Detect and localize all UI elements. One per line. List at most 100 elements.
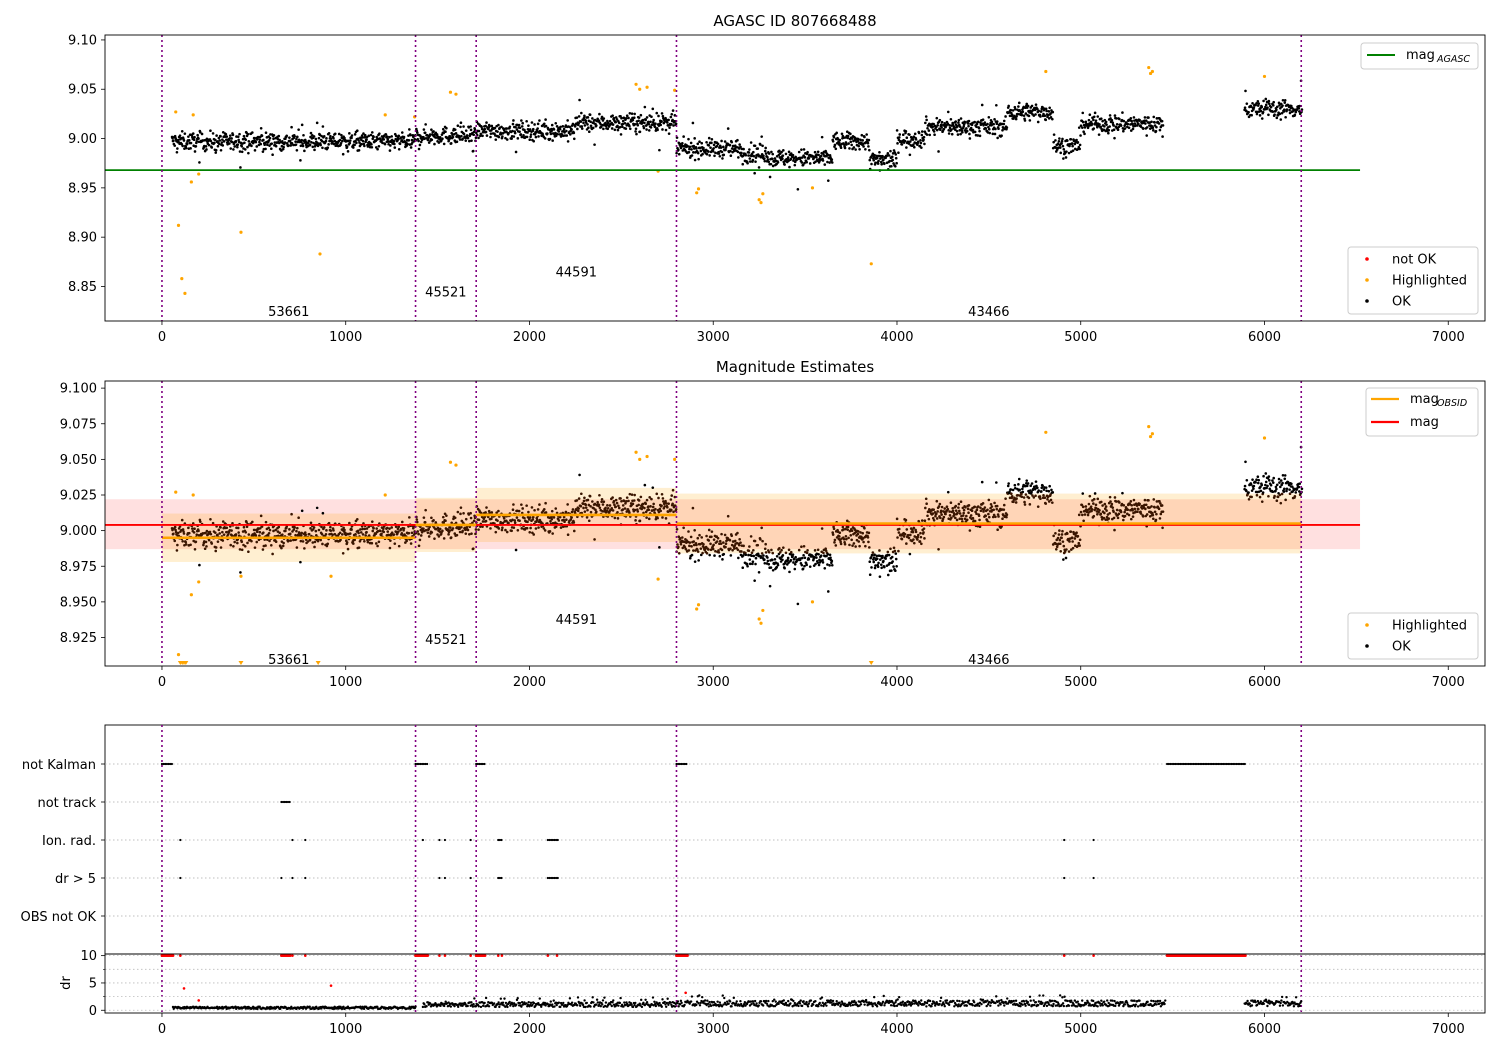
ok-point [370,145,374,149]
ok-point [374,146,378,149]
top-axes-frame [104,34,1486,322]
ok-point [1108,511,1111,515]
ok-point [1123,514,1127,518]
ok-point [1119,510,1123,514]
highlighted-point [197,172,201,176]
ok-point [986,122,989,126]
ok-point [1298,104,1302,108]
ok-point [696,548,699,551]
ok-point [833,538,837,542]
ok-point [766,155,769,159]
ok-point [481,525,484,528]
ok-point [1017,483,1020,486]
ok-point [871,551,875,554]
ok-point [187,139,191,142]
ok-point [193,150,197,153]
ok-point [1114,500,1118,503]
ok-point [700,536,704,539]
ok-point [616,124,619,128]
ok-point [784,551,788,555]
ok-point [931,125,935,129]
ok-point [445,514,448,517]
ok-point [210,146,214,149]
ok-point [222,533,226,536]
middle-x-tick-label: 7000 [1432,675,1465,690]
ok-point [549,132,553,136]
ok-point [716,536,720,540]
ok-point [611,123,615,126]
ok-point [1094,503,1098,507]
ok-point [616,510,619,514]
ok-point [1081,513,1084,517]
ok-point [207,143,211,147]
ok-point [614,498,618,502]
ok-point [1297,490,1301,493]
ok-point [723,140,727,143]
ok-point [458,530,462,534]
ok-point [363,527,367,531]
ok-point [176,138,180,142]
ok-point [1056,142,1060,146]
ok-point [970,509,974,513]
ok-point [820,135,824,139]
ok-point [1290,104,1293,108]
ok-point [288,532,292,536]
ok-point [246,145,249,149]
middle-y-tick-label: 9.075 [60,417,97,432]
ok-point [345,541,349,544]
ok-point [1119,124,1123,127]
ok-point [546,132,549,135]
ok-point [693,137,696,140]
ok-point [1271,110,1275,113]
ok-point [295,137,298,141]
ok-point [896,142,899,145]
ok-point [453,516,457,520]
top-y-tick-label: 8.95 [68,181,97,196]
ok-point [739,541,742,544]
ok-point [285,141,289,145]
ok-point [464,532,468,535]
ok-point [894,569,897,573]
ok-point [417,532,420,536]
ok-point [397,134,401,138]
ok-point [294,140,297,143]
ok-point [214,151,218,154]
ok-point [868,560,872,564]
ok-point [1151,511,1154,515]
ok-point [831,140,835,143]
ok-point [851,544,854,547]
ok-point [1293,113,1297,117]
ok-point [583,496,586,500]
ok-point [852,542,856,545]
ok-point [967,504,971,507]
ok-point [191,527,194,530]
ok-point [945,505,949,509]
ok-point [238,150,242,153]
ok-point [826,553,830,556]
ok-point [583,124,587,127]
highlighted-point [761,608,765,613]
ok-point [919,535,923,539]
ok-point [1068,540,1071,543]
ok-point [642,511,645,515]
ok-point [565,129,568,133]
ok-point [1250,489,1254,492]
ok-point [581,502,585,506]
ok-point [802,544,806,548]
ok-point [534,527,538,530]
ok-point [501,526,504,530]
ok-point [815,556,818,559]
ok-point [839,542,843,546]
ok-point [1132,498,1136,502]
ok-point [937,505,941,508]
ok-point [176,543,179,547]
ok-point [692,543,696,547]
obsid-label: 45521 [425,285,466,300]
ok-point [959,500,963,503]
ok-point [295,529,298,533]
ok-point [1116,128,1120,132]
ok-point [973,120,977,124]
ok-point [527,518,531,521]
ok-point [447,533,450,536]
ok-point [628,124,631,128]
